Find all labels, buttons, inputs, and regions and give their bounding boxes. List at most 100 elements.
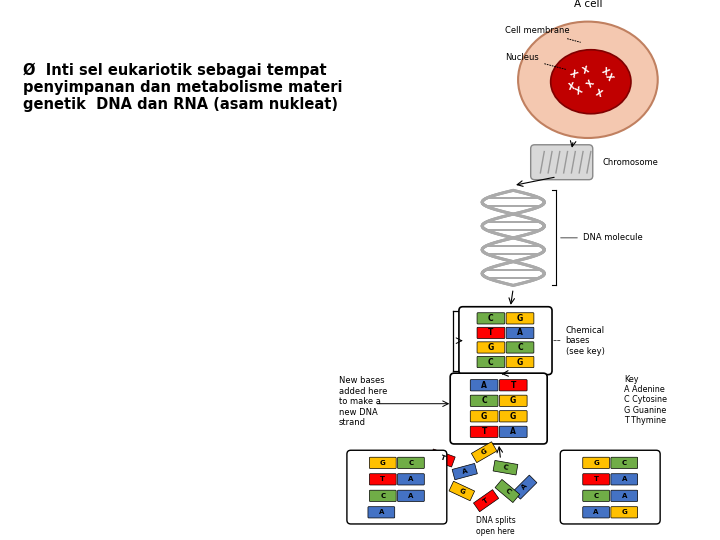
Text: A: A <box>462 468 468 475</box>
Bar <box>472 442 497 463</box>
Text: T: T <box>482 497 490 504</box>
FancyBboxPatch shape <box>582 490 610 502</box>
FancyBboxPatch shape <box>560 450 660 524</box>
Text: A: A <box>593 509 599 515</box>
FancyBboxPatch shape <box>470 380 498 391</box>
FancyBboxPatch shape <box>506 327 534 339</box>
FancyBboxPatch shape <box>477 342 505 353</box>
Text: C: C <box>621 460 627 466</box>
FancyBboxPatch shape <box>368 507 395 518</box>
Text: G: G <box>593 460 599 466</box>
Text: A: A <box>517 328 523 338</box>
Text: Cell membrane: Cell membrane <box>505 26 580 42</box>
Text: T: T <box>488 328 494 338</box>
Bar <box>449 481 474 501</box>
Text: G: G <box>517 357 523 367</box>
Text: C: C <box>503 464 508 471</box>
Text: G: G <box>458 487 466 495</box>
Text: A: A <box>621 476 627 482</box>
Text: X: X <box>568 69 579 79</box>
FancyBboxPatch shape <box>397 490 424 502</box>
FancyBboxPatch shape <box>477 313 505 324</box>
FancyBboxPatch shape <box>611 490 638 502</box>
Text: Key
A Adenine
C Cytosine
G Guanine
T Thymine: Key A Adenine C Cytosine G Guanine T Thy… <box>624 375 667 425</box>
Text: C: C <box>380 493 385 499</box>
Text: C: C <box>488 357 494 367</box>
FancyBboxPatch shape <box>500 426 527 437</box>
Text: C: C <box>488 314 494 323</box>
FancyBboxPatch shape <box>397 457 424 469</box>
FancyBboxPatch shape <box>506 313 534 324</box>
Text: Nucleus: Nucleus <box>505 53 566 69</box>
Bar <box>430 449 455 467</box>
Text: G: G <box>380 460 386 466</box>
Text: G: G <box>487 343 494 352</box>
Text: X: X <box>603 72 614 82</box>
Bar <box>513 475 537 499</box>
Text: T: T <box>380 476 385 482</box>
FancyBboxPatch shape <box>506 342 534 353</box>
Text: A: A <box>379 509 384 515</box>
Text: T: T <box>510 381 516 390</box>
FancyBboxPatch shape <box>582 507 610 518</box>
FancyBboxPatch shape <box>506 356 534 368</box>
Text: C: C <box>593 493 599 499</box>
Text: G: G <box>517 314 523 323</box>
Text: A: A <box>521 483 529 491</box>
Text: New bases
added here
to make a
new DNA
strand: New bases added here to make a new DNA s… <box>338 376 387 427</box>
FancyBboxPatch shape <box>347 450 447 524</box>
FancyBboxPatch shape <box>611 474 638 485</box>
Text: A: A <box>621 493 627 499</box>
Text: A: A <box>408 476 413 482</box>
Bar <box>474 490 499 512</box>
FancyBboxPatch shape <box>369 490 396 502</box>
Text: A cell: A cell <box>574 0 602 9</box>
FancyBboxPatch shape <box>582 474 610 485</box>
Text: X: X <box>600 66 611 78</box>
FancyBboxPatch shape <box>397 474 424 485</box>
Text: Ø  Inti sel eukariotik sebagai tempat
penyimpanan dan metabolisme materi
genetik: Ø Inti sel eukariotik sebagai tempat pen… <box>22 62 342 112</box>
Text: C: C <box>517 343 523 352</box>
Text: T: T <box>482 427 487 436</box>
Bar <box>452 463 477 480</box>
Text: X: X <box>567 82 575 92</box>
Text: G: G <box>481 412 487 421</box>
Text: Chemical
bases
(see key): Chemical bases (see key) <box>553 326 605 355</box>
FancyBboxPatch shape <box>611 457 638 469</box>
Text: T: T <box>594 476 598 482</box>
Text: DNA splits
open here: DNA splits open here <box>476 516 516 536</box>
FancyBboxPatch shape <box>500 380 527 391</box>
FancyBboxPatch shape <box>470 411 498 422</box>
Text: C: C <box>482 396 487 406</box>
Text: G: G <box>480 448 488 456</box>
FancyBboxPatch shape <box>582 457 610 469</box>
Text: X: X <box>594 88 603 99</box>
Bar <box>493 461 518 475</box>
Text: C: C <box>408 460 413 466</box>
FancyBboxPatch shape <box>450 373 547 444</box>
FancyBboxPatch shape <box>369 474 396 485</box>
Text: Chromosome: Chromosome <box>603 158 658 167</box>
Text: G: G <box>510 412 516 421</box>
FancyBboxPatch shape <box>459 307 552 375</box>
Text: X: X <box>574 86 584 97</box>
Ellipse shape <box>551 50 631 114</box>
FancyBboxPatch shape <box>470 426 498 437</box>
Text: A: A <box>408 493 413 499</box>
FancyBboxPatch shape <box>477 327 505 339</box>
Bar <box>495 480 520 503</box>
Text: X: X <box>581 65 590 76</box>
FancyBboxPatch shape <box>369 457 396 469</box>
Text: A: A <box>510 427 516 436</box>
Text: G: G <box>621 509 627 515</box>
FancyBboxPatch shape <box>531 145 593 180</box>
Text: A: A <box>481 381 487 390</box>
Text: X: X <box>585 78 596 89</box>
FancyBboxPatch shape <box>611 507 638 518</box>
Text: T: T <box>439 454 446 462</box>
Text: DNA molecule: DNA molecule <box>583 233 643 242</box>
Text: C: C <box>503 487 511 495</box>
FancyBboxPatch shape <box>470 395 498 407</box>
FancyBboxPatch shape <box>500 395 527 407</box>
Ellipse shape <box>518 22 658 138</box>
